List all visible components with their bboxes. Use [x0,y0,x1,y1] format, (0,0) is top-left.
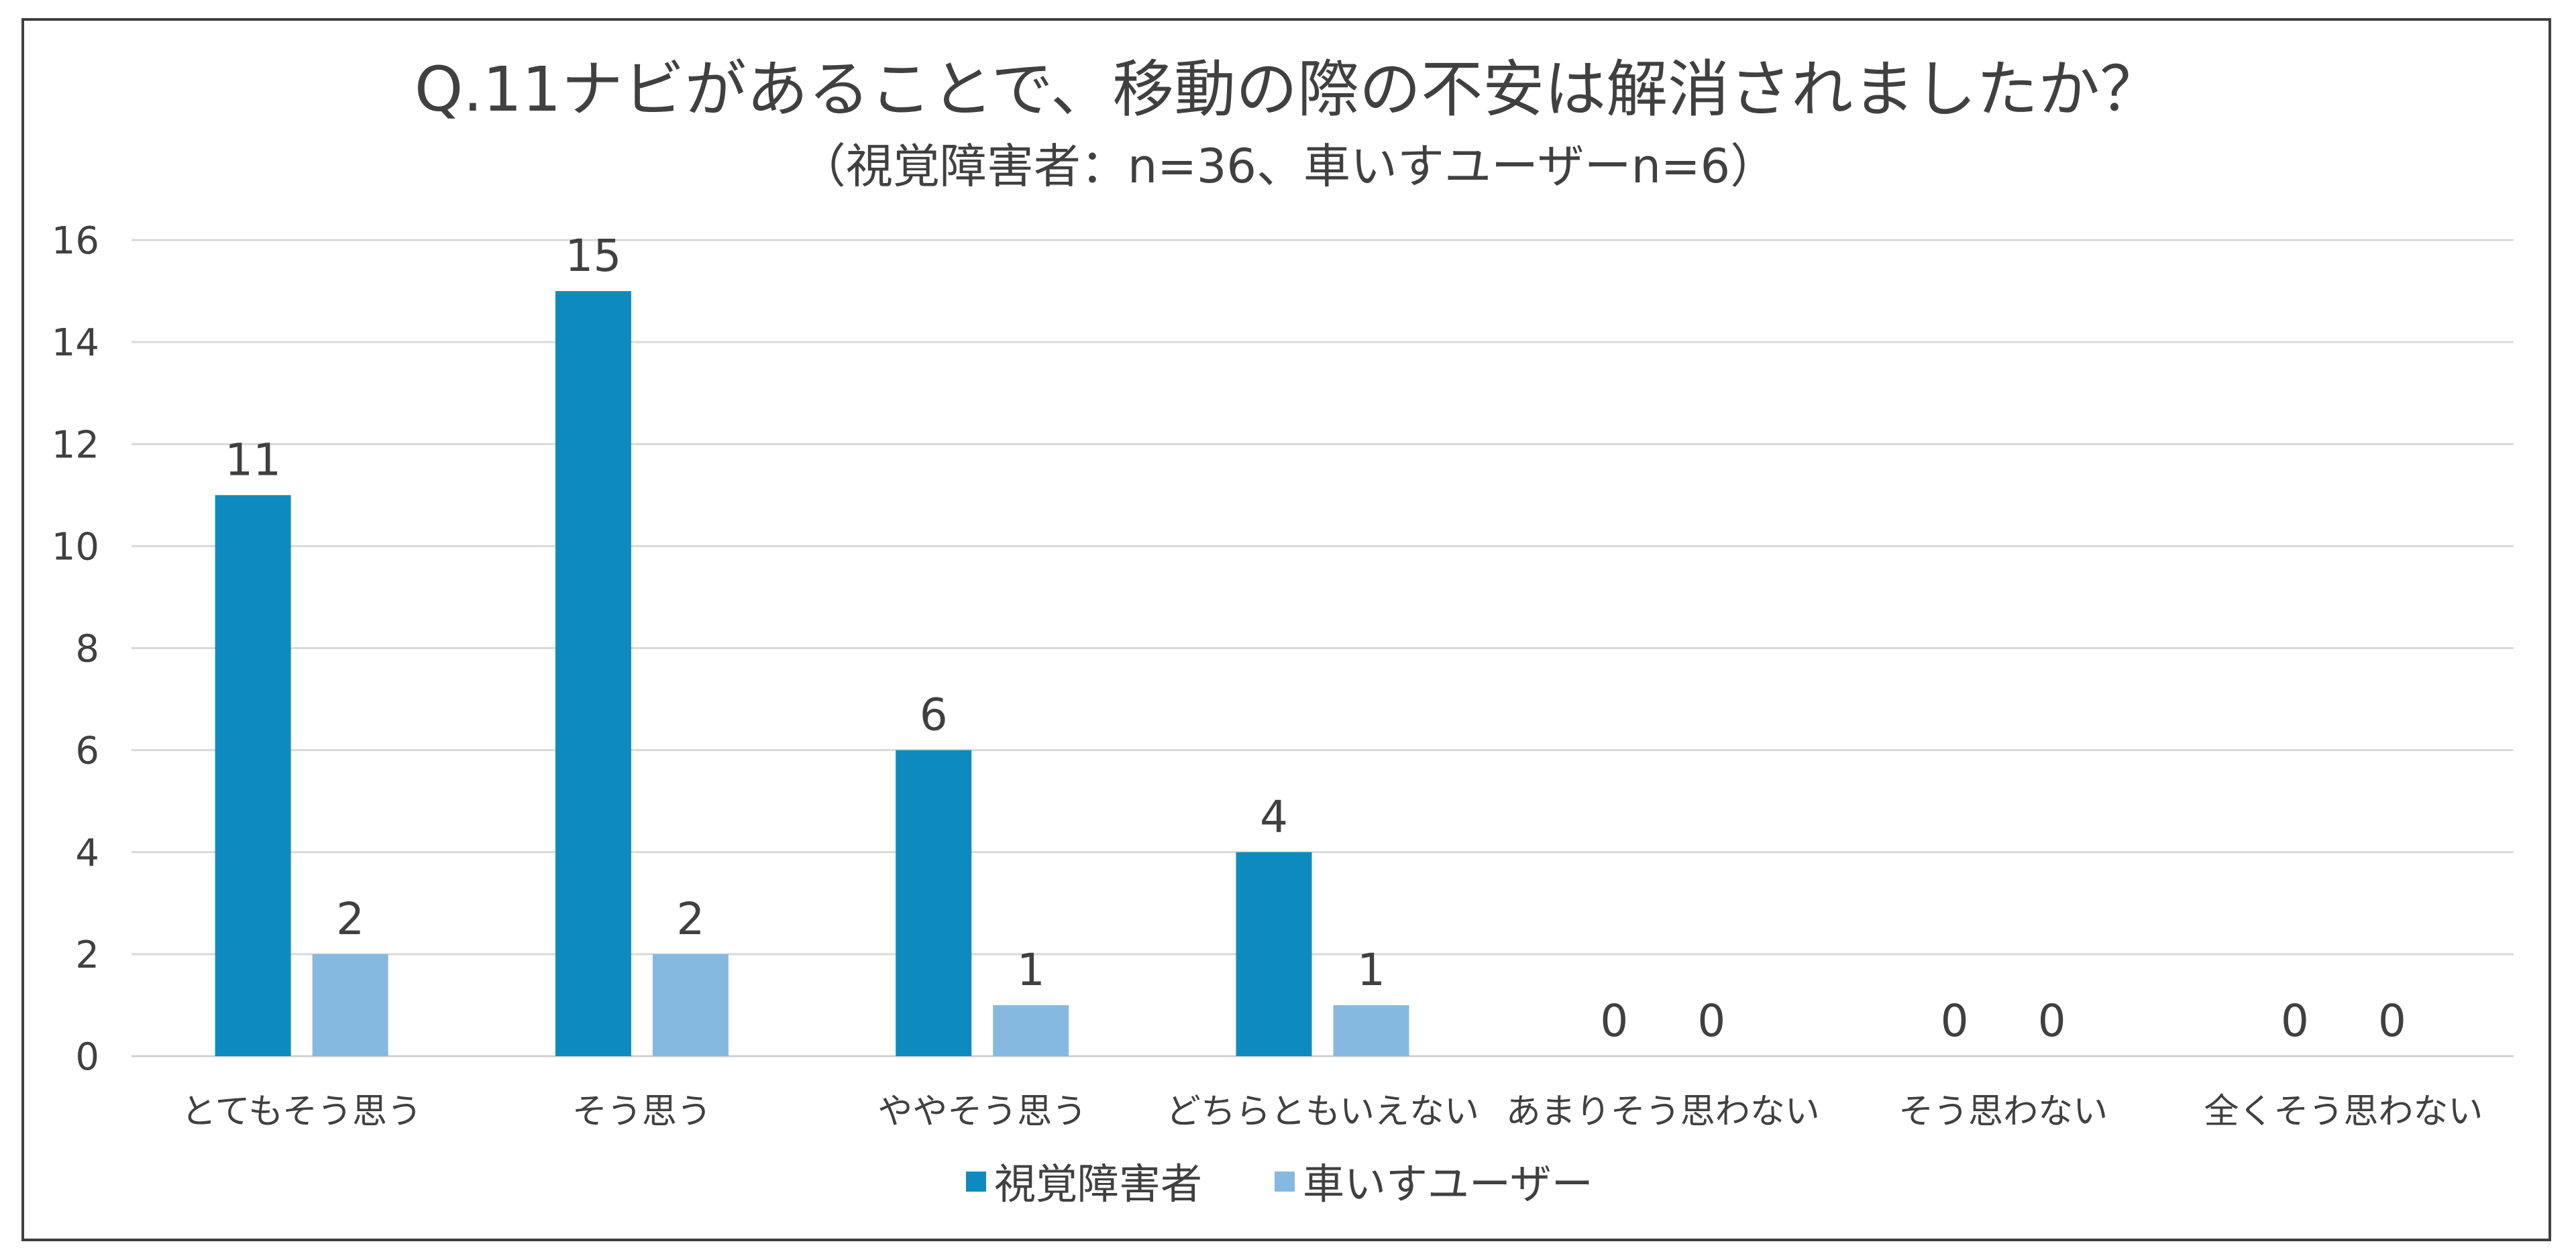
x-category-label: そう思わない [1898,1092,2108,1132]
y-tick-label: 16 [52,219,99,263]
data-label: 0 [2038,995,2066,1047]
data-label: 0 [1941,995,1969,1047]
data-label: 1 [1357,944,1385,996]
legend-label: 視覚障害者 [994,1159,1202,1208]
y-tick-label: 8 [75,628,99,671]
bar-visually-impaired [896,750,972,1056]
y-tick-label: 4 [75,832,99,875]
bar-wheelchair [652,954,729,1056]
data-label: 2 [336,893,364,945]
chart-subtitle: （視覚障害者：n=36、車いすユーザーn=6） [799,139,1777,194]
legend-label: 車いすユーザー [1303,1159,1593,1208]
legend-swatch [1275,1172,1295,1192]
y-tick-label: 6 [75,730,99,773]
x-category-label: そう思う [572,1092,712,1132]
data-label: 2 [676,893,704,945]
chart-title: Q.11ナビがあることで、移動の際の不安は解消されましたか？ [415,54,2161,125]
data-label: 6 [920,689,948,741]
data-label: 4 [1260,791,1288,843]
y-tick-label: 12 [52,423,99,467]
legend-swatch [966,1172,986,1192]
x-category-label: 全くそう思わない [2204,1092,2483,1132]
data-label: 11 [225,434,281,486]
y-tick-label: 14 [52,321,99,365]
data-label: 0 [2281,995,2309,1047]
data-label: 15 [565,230,621,282]
x-category-label: とてもそう思う [181,1092,422,1132]
bar-wheelchair [1333,1005,1409,1056]
x-category-label: あまりそう思わない [1506,1092,1820,1132]
data-label: 0 [1697,995,1725,1047]
bar-visually-impaired [215,495,291,1056]
y-tick-label: 10 [52,525,99,569]
x-category-label: どちらともいえない [1166,1092,1479,1132]
x-category-label: ややそう思う [877,1092,1087,1132]
data-label: 0 [2378,995,2406,1047]
y-tick-label: 2 [75,933,99,977]
bar-visually-impaired [1236,852,1312,1056]
y-tick-label: 0 [75,1035,99,1079]
bar-wheelchair [993,1005,1069,1056]
data-label: 0 [1600,995,1628,1047]
bar-visually-impaired [555,291,631,1056]
bar-wheelchair [312,954,388,1056]
data-label: 1 [1017,944,1045,996]
